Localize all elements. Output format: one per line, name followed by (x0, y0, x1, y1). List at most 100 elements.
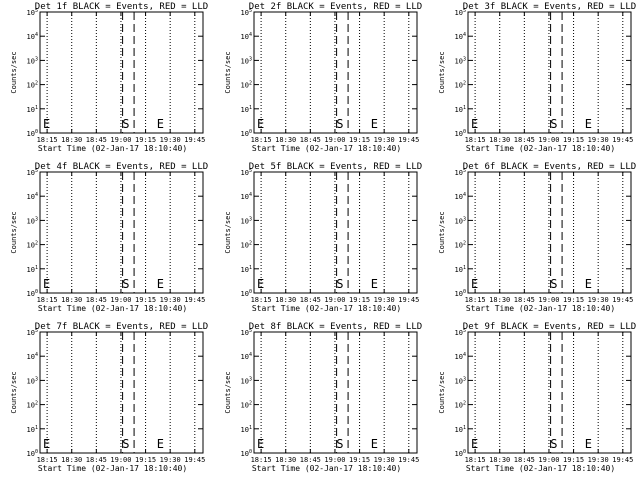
plot-title: Det 4f BLACK = Events, RED = LLD (35, 162, 208, 172)
plot-frame (253, 331, 418, 454)
x-axis-label: Start Time (02-Jan-17 18:10:40) (38, 464, 187, 473)
x-tick-label: 19:15 (563, 136, 584, 144)
y-tick-label: 104 (27, 352, 38, 361)
marker-label-s: S (122, 117, 129, 131)
x-tick-label: 19:45 (398, 296, 419, 304)
marker-label-e: E (585, 117, 592, 131)
y-tick-label: 100 (455, 449, 466, 458)
x-tick-label: 18:15 (37, 296, 58, 304)
y-tick-label: 101 (241, 425, 252, 434)
plot-title: Det 7f BLACK = Events, RED = LLD (35, 322, 208, 332)
y-axis-label: Counts/sec (10, 211, 18, 253)
plot-title: Det 8f BLACK = Events, RED = LLD (249, 322, 422, 332)
y-tick-label: 103 (455, 376, 466, 385)
y-tick-label: 100 (27, 449, 38, 458)
x-tick-label: 18:30 (489, 296, 510, 304)
plot-panel-4: Det 4f BLACK = Events, RED = LLD 18:15 18:… (10, 162, 208, 313)
x-tick-label: 18:15 (37, 136, 58, 144)
marker-label-e: E (257, 277, 264, 291)
y-tick-label: 105 (27, 168, 38, 177)
x-tick-label: 19:00 (324, 296, 345, 304)
x-tick-label: 18:45 (86, 296, 107, 304)
x-tick-label: 19:45 (184, 456, 205, 464)
marker-label-s: S (336, 277, 343, 291)
marker-label-s: S (122, 277, 129, 291)
x-tick-label: 19:00 (110, 296, 131, 304)
y-tick-label: 101 (241, 265, 252, 274)
x-tick-label: 18:45 (514, 296, 535, 304)
x-axis-label: Start Time (02-Jan-17 18:10:40) (252, 304, 401, 313)
x-tick-label: 18:45 (300, 456, 321, 464)
x-tick-label: 19:00 (324, 456, 345, 464)
marker-label-e: E (157, 117, 164, 131)
marker-label-e: E (43, 437, 50, 451)
plot-frame (467, 11, 632, 134)
x-axis-label: Start Time (02-Jan-17 18:10:40) (466, 144, 615, 153)
y-tick-label: 100 (455, 289, 466, 298)
y-tick-label: 101 (455, 265, 466, 274)
y-axis-label: Counts/sec (10, 51, 18, 93)
y-tick-label: 102 (455, 241, 466, 250)
marker-label-e: E (371, 277, 378, 291)
y-tick-label: 104 (241, 352, 252, 361)
y-tick-label: 105 (27, 8, 38, 17)
y-axis-label: Counts/sec (438, 51, 446, 93)
plot-frame (39, 171, 204, 294)
x-tick-label: 19:45 (612, 136, 633, 144)
x-tick-label: 19:45 (398, 136, 419, 144)
y-tick-label: 103 (27, 216, 38, 225)
plot-frame (467, 331, 632, 454)
x-tick-label: 18:30 (275, 456, 296, 464)
x-tick-label: 19:30 (588, 456, 609, 464)
x-axis-label: Start Time (02-Jan-17 18:10:40) (252, 464, 401, 473)
y-tick-label: 104 (455, 32, 466, 41)
plot-frame (253, 11, 418, 134)
y-axis-label: Counts/sec (224, 51, 232, 93)
x-tick-label: 19:15 (135, 456, 156, 464)
x-axis-label: Start Time (02-Jan-17 18:10:40) (38, 304, 187, 313)
x-axis-label: Start Time (02-Jan-17 18:10:40) (38, 144, 187, 153)
x-tick-label: 19:00 (324, 136, 345, 144)
y-tick-label: 100 (27, 289, 38, 298)
marker-label-e: E (257, 437, 264, 451)
x-tick-label: 18:45 (300, 136, 321, 144)
marker-label-s: S (550, 117, 557, 131)
plot-frame (39, 11, 204, 134)
y-axis-label: Counts/sec (438, 371, 446, 413)
plot-frame (39, 331, 204, 454)
marker-label-e: E (43, 117, 50, 131)
marker-label-e: E (371, 117, 378, 131)
x-tick-label: 18:30 (61, 136, 82, 144)
marker-label-s: S (550, 277, 557, 291)
x-tick-label: 19:00 (538, 136, 559, 144)
x-tick-label: 19:15 (349, 136, 370, 144)
x-tick-label: 18:45 (86, 136, 107, 144)
y-tick-label: 101 (241, 105, 252, 114)
y-axis-label: Counts/sec (10, 371, 18, 413)
y-tick-label: 101 (455, 425, 466, 434)
marker-label-s: S (336, 117, 343, 131)
x-tick-label: 19:15 (563, 456, 584, 464)
plot-title: Det 6f BLACK = Events, RED = LLD (463, 162, 636, 172)
x-tick-label: 19:00 (538, 296, 559, 304)
y-tick-label: 104 (27, 192, 38, 201)
y-tick-label: 104 (241, 32, 252, 41)
x-tick-label: 19:00 (110, 136, 131, 144)
x-tick-label: 19:30 (160, 456, 181, 464)
x-tick-label: 19:45 (184, 136, 205, 144)
x-tick-label: 18:15 (465, 456, 486, 464)
y-tick-label: 104 (27, 32, 38, 41)
marker-label-s: S (336, 437, 343, 451)
y-axis-label: Counts/sec (224, 211, 232, 253)
x-tick-label: 19:30 (160, 296, 181, 304)
y-tick-label: 100 (27, 129, 38, 138)
x-axis-label: Start Time (02-Jan-17 18:10:40) (466, 304, 615, 313)
y-tick-label: 105 (455, 8, 466, 17)
y-axis-label: Counts/sec (224, 371, 232, 413)
y-tick-label: 105 (455, 328, 466, 337)
x-tick-label: 18:15 (251, 136, 272, 144)
